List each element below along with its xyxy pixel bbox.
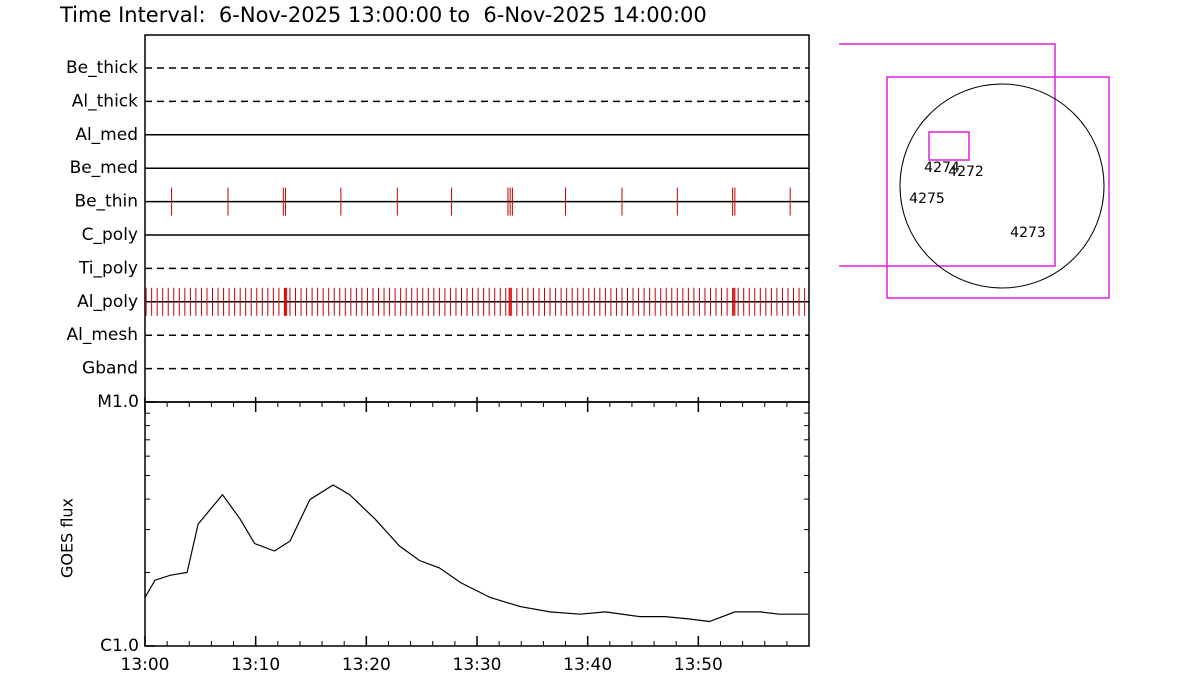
row-label: C_poly [82,225,138,245]
y-axis-label: GOES flux [58,498,77,578]
x-tick-label: 13:20 [342,655,391,675]
row-label: Gband [82,359,138,379]
row-label: Be_thin [74,192,138,212]
x-tick-label: 13:30 [453,655,502,675]
solar-disk [899,83,1105,289]
region-label: 4274 [924,160,960,176]
row-label: Al_med [75,125,138,145]
region-label: 4275 [909,191,945,207]
chart-title: Time Interval: 6-Nov-2025 13:00:00 to 6-… [59,3,707,27]
row-label: Al_mesh [66,325,138,345]
plot-frame [144,34,810,403]
plot-frame [144,401,810,647]
field-of-view [928,131,970,161]
x-tick-label: 13:40 [563,655,612,675]
row-label: Al_poly [77,292,138,312]
region-label: 4272 [948,164,984,180]
x-tick-label: 13:10 [231,655,280,675]
y-tick-label: C1.0 [100,636,139,656]
x-tick-label: 13:00 [121,655,170,675]
sun-map: 4274 4272 4275 4273 [839,43,1110,299]
field-of-view [886,76,1110,299]
region-label: 4273 [1010,225,1046,241]
flux-line [144,484,808,623]
x-tick-label: 13:50 [674,655,723,675]
row-label: Ti_poly [78,258,138,278]
y-tick-label: M1.0 [97,392,139,412]
field-of-view [839,43,1056,267]
row-label: Be_med [70,158,138,178]
row-label: Be_thick [66,58,138,78]
row-label: Al_thick [72,91,138,111]
